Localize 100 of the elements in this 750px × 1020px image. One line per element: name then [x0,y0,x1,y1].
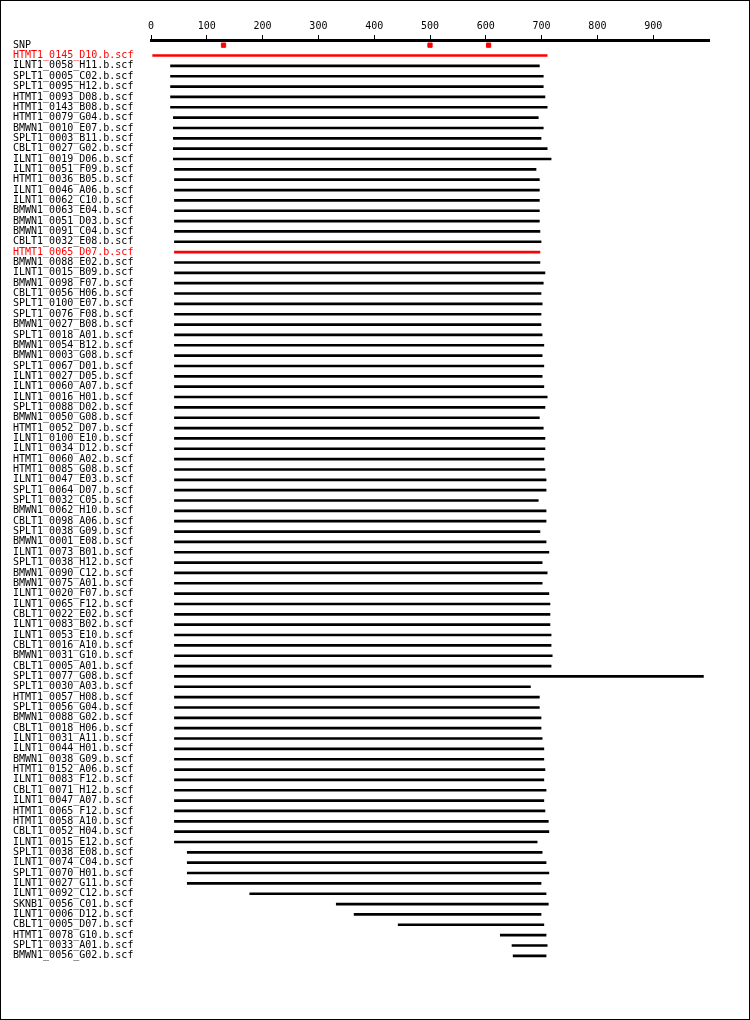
y-tick-label: HTMT1_0058_A10.b.scf [13,814,134,827]
y-tick-label: SPLT1_0030_A03.b.scf [13,680,134,693]
bar [170,105,548,109]
y-tick-label: SPLT1_0005_C02.b.scf [13,69,134,82]
bar [174,168,537,171]
y-tick-label: ILNT1_0051_F09.b.scf [13,162,134,175]
bar [174,343,545,347]
y-tick-label: CBLT1_0018_H06.b.scf [13,721,134,734]
bar [511,944,548,947]
bar [174,685,531,689]
bar [174,416,540,420]
bar [170,85,544,88]
bar [174,706,540,709]
y-tick-label: BMWN1_0031_G10.b.scf [13,649,134,662]
y-tick-label: ILNT1_0031_A11.b.scf [13,732,134,745]
bar [174,209,540,213]
y-tick-label: ILNT1_0006_D12.b.scf [13,908,134,921]
y-tick-label: SPLT1_0032_C05.b.scf [13,494,134,507]
y-tick-label: CBLT1_0022_E02.b.scf [13,607,134,620]
y-tick-label: SPLT1_0038_H12.b.scf [13,556,134,569]
y-tick-label: ILNT1_0016_H01.b.scf [13,390,134,403]
bar [353,913,542,916]
bar [174,613,551,616]
y-tick-label: SPLT1_0095_H12.b.scf [13,80,134,93]
bar [174,178,540,182]
y-tick-label: ILNT1_0015_B09.b.scf [13,266,134,279]
bar [174,623,551,627]
y-tick-label: SPLT1_0077_G08.b.scf [13,670,134,683]
bar [174,675,704,678]
y-tick-label: SPLT1_0033_A01.b.scf [13,939,134,952]
y-tick-label: HTMT1_0065_D07.b.scf [13,245,134,258]
y-tick-label: ILNT1_0058_H11.b.scf [13,59,134,72]
bar [512,954,547,958]
bar [174,581,543,585]
y-tick-label: ILNT1_0060_A07.b.scf [13,380,134,393]
bar [174,199,540,202]
y-tick-label: ILNT1_0065_F12.b.scf [13,597,134,610]
y-tick-label: CBLT1_0071_H12.b.scf [13,783,134,796]
y-tick-label: ILNT1_0100_E10.b.scf [13,432,134,444]
y-tick-label: BMWN1_0051_D03.b.scf [13,214,134,227]
y-tick-label: SPLT1_0056_G04.b.scf [13,701,134,714]
y-tick-label: BMWN1_0038_G09.b.scf [13,752,134,765]
y-tick-label: SPLT1_0100_E07.b.scf [13,297,134,310]
bar [174,716,542,720]
y-tick-label: HTMT1_0143_B08.b.scf [13,100,134,113]
bar [186,861,547,865]
y-tick-label: SKNB1_0056_C01.b.scf [13,897,134,910]
x-tick-label: 400 [365,19,384,31]
bar [174,644,552,647]
y-tick-label: BMWN1_0090_C12.b.scf [13,566,134,579]
y-tick-label: ILNT1_0053_E10.b.scf [13,628,134,641]
x-tick-label: 600 [476,19,495,31]
x-tick-label: 500 [420,19,440,31]
x-tick-label: 800 [588,19,607,31]
bar [174,447,546,451]
x-tick-label: 200 [253,19,272,31]
bar [174,561,543,564]
y-tick-label: BMWN1_0054_B12.b.scf [13,338,134,351]
y-tick-label: HTMT1_0060_A02.b.scf [13,452,134,465]
y-tick-label: HTMT1_0079_G04.b.scf [13,111,134,124]
bar [174,468,546,471]
bar [174,478,547,482]
y-tick-label: BMWN1_0001_E08.b.scf [13,535,134,548]
bar [174,788,547,792]
y-tick-label: ILNT1_0019_D06.b.scf [13,152,134,165]
bar [174,354,543,357]
y-tick-label: SPLT1_0088_D02.b.scf [13,400,134,413]
bar [174,240,542,244]
x-tick-label: 100 [197,19,216,31]
bar [174,550,550,554]
bar [174,385,545,388]
y-tick-label: BMWN1_0027_B08.b.scf [13,318,134,331]
bar [174,799,545,802]
y-tick-label: HTMT1_0036_B05.b.scf [13,173,134,186]
x-tick-label: 300 [309,19,328,31]
y-tick-label: SPLT1_0003_B11.b.scf [13,131,134,144]
y-tick-label: BMWN1_0088_G02.b.scf [13,711,134,724]
y-tick-label: CBLT1_0098_A06.b.scf [13,514,134,527]
y-tick-label: HTMT1_0145_D10.b.scf [13,49,134,62]
bar [249,892,547,896]
bar [174,530,541,533]
y-tick-label: CBLT1_0032_E08.b.scf [13,235,134,248]
bar [174,281,544,285]
y-tick-label: SNP [13,38,32,50]
y-tick-label: BMWN1_0062_H10.b.scf [13,504,134,517]
y-tick-label: BMWN1_0091_C04.b.scf [13,225,134,238]
bar [172,147,548,150]
bar [152,54,548,57]
y-tick-label: ILNT1_0020_F07.b.scf [13,587,134,600]
y-tick-label: CBLT1_0005_A01.b.scf [13,659,134,672]
y-tick-label: HTMT1_0065_F12.b.scf [13,804,134,817]
y-tick-label: ILNT1_0092_C12.b.scf [13,887,134,900]
bar [172,136,542,140]
bar [170,74,544,78]
y-tick-label: CBLT1_0005_D07.b.scf [13,918,134,931]
y-tick-label: ILNT1_0015_E12.b.scf [13,835,134,848]
bar [174,374,543,378]
y-tick-label: SPLT1_0038_G09.b.scf [13,525,134,538]
y-tick-label: ILNT1_0047_E03.b.scf [13,473,134,486]
bar [174,737,543,740]
